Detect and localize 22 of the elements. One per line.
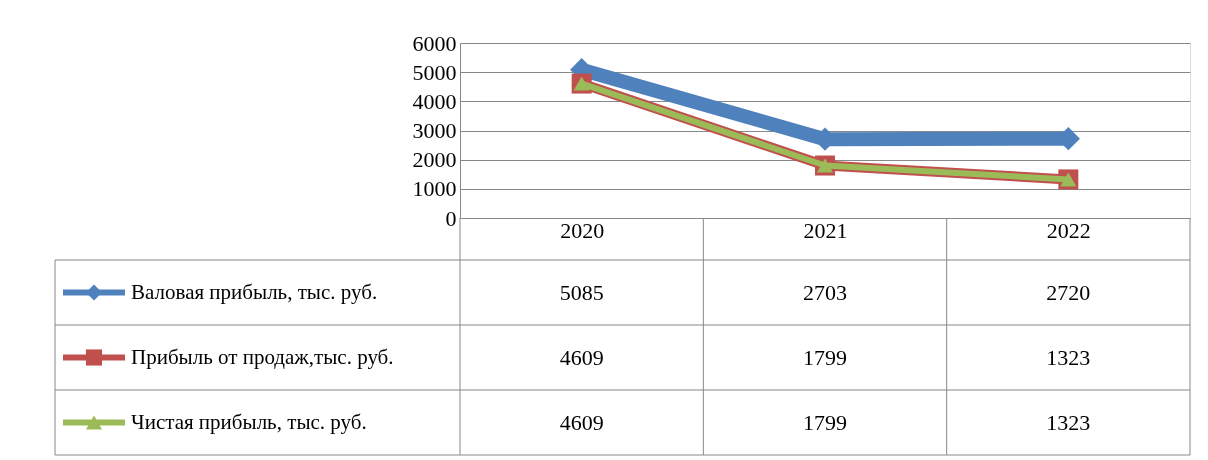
y-tick-label: 5000 — [412, 59, 457, 85]
data-label: 1799 — [803, 409, 847, 435]
data-label: 5085 — [559, 279, 604, 305]
legend-label: Прибыль от продаж,тыс. руб. — [131, 344, 394, 369]
x-tick-label: 2022 — [1046, 217, 1091, 243]
x-tick-label: 2021 — [803, 217, 848, 243]
data-label: 2703 — [803, 279, 847, 305]
y-tick-label: 0 — [445, 205, 457, 231]
y-tick-label: 2000 — [412, 147, 457, 173]
y-tick-label: 1000 — [412, 176, 457, 202]
data-label: 1323 — [1046, 344, 1091, 370]
data-label: 4609 — [559, 344, 604, 370]
x-tick-label: 2020 — [560, 217, 605, 243]
y-tick-label: 6000 — [412, 30, 457, 56]
data-label: 1323 — [1046, 409, 1091, 435]
legend-label: Валовая прибыль, тыс. руб. — [131, 279, 378, 304]
legend-label: Чистая прибыль, тыс. руб. — [131, 409, 367, 434]
data-label: 1799 — [803, 344, 847, 370]
data-label: 4609 — [559, 409, 604, 435]
y-tick-label: 3000 — [412, 118, 457, 143]
y-tick-label: 4000 — [412, 88, 457, 114]
data-label: 2720 — [1046, 279, 1091, 305]
